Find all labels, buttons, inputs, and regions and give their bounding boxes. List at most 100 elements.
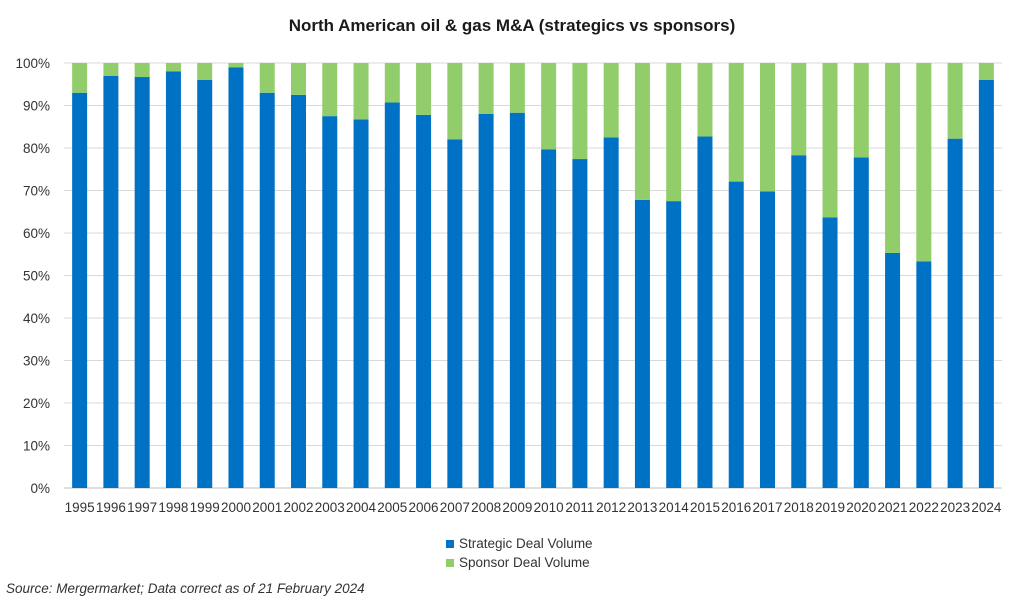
- bar-strategic: [791, 155, 807, 488]
- legend-swatch-sponsor: [446, 558, 454, 567]
- chart-title: North American oil & gas M&A (strategics…: [288, 16, 736, 35]
- x-tick-label: 2024: [971, 500, 1002, 515]
- bar-strategic: [634, 199, 650, 488]
- bar-sponsor: [197, 63, 213, 80]
- bar-strategic: [478, 114, 494, 488]
- y-tick-label: 30%: [23, 354, 50, 369]
- bar-sponsor: [760, 63, 775, 192]
- bar-strategic: [572, 159, 588, 489]
- bar-sponsor: [353, 63, 369, 120]
- bar-strategic: [322, 116, 338, 488]
- y-tick-label: 40%: [23, 311, 50, 326]
- x-tick-label: 2002: [283, 500, 313, 515]
- x-tick-label: 1998: [158, 500, 188, 515]
- bar-strategic: [259, 92, 275, 488]
- bar-strategic: [165, 71, 181, 488]
- x-tick-label: 2019: [815, 500, 845, 515]
- x-tick-label: 2003: [315, 500, 345, 515]
- y-tick-label: 60%: [23, 226, 50, 241]
- x-tick-label: 2014: [659, 500, 690, 515]
- bar-strategic: [416, 114, 432, 488]
- x-tick-label: 2009: [502, 500, 532, 515]
- bar-strategic: [916, 261, 932, 488]
- legend-swatch-strategic: [446, 539, 454, 548]
- legend-item-sponsor: Sponsor Deal Volume: [446, 553, 593, 572]
- bar-sponsor: [447, 63, 463, 140]
- x-tick-label: 1995: [65, 500, 95, 515]
- bar-sponsor: [947, 63, 963, 139]
- bar-strategic: [666, 201, 682, 488]
- bar-sponsor: [384, 63, 400, 103]
- bar-sponsor: [853, 63, 869, 158]
- bar-sponsor: [728, 63, 744, 182]
- y-tick-label: 80%: [23, 141, 50, 156]
- bar-sponsor: [697, 63, 713, 137]
- x-tick-label: 1999: [190, 500, 220, 515]
- x-tick-label: 2007: [440, 500, 470, 515]
- x-tick-label: 2008: [471, 500, 501, 515]
- bar-strategic: [697, 136, 713, 488]
- bar-sponsor: [72, 63, 88, 93]
- bar-sponsor: [103, 63, 119, 76]
- bar-strategic: [978, 80, 994, 488]
- bar-strategic: [447, 139, 463, 488]
- bar-strategic: [947, 138, 963, 488]
- bar-sponsor: [134, 63, 150, 78]
- x-tick-label: 2010: [534, 500, 564, 515]
- chart-legend: Strategic Deal Volume Sponsor Deal Volum…: [446, 534, 593, 572]
- stacked-bar-chart: 0%10%20%30%40%50%60%70%80%90%100%1995 199…: [15, 56, 1002, 515]
- bar-sponsor: [978, 63, 994, 80]
- x-tick-label: 2018: [784, 500, 814, 515]
- source-note: Source: Mergermarket; Data correct as of…: [6, 581, 365, 596]
- bar-strategic: [603, 137, 619, 488]
- bar-sponsor: [228, 63, 244, 68]
- x-tick-label: 2006: [409, 500, 439, 515]
- bar-sponsor: [165, 63, 181, 72]
- y-tick-label: 100%: [15, 56, 50, 71]
- bar-sponsor: [322, 63, 338, 117]
- bar-strategic: [384, 102, 400, 489]
- bar-strategic: [509, 112, 525, 488]
- x-tick-label: 2013: [627, 500, 657, 515]
- bar-sponsor: [916, 63, 932, 262]
- bar-strategic: [197, 80, 213, 488]
- bar-sponsor: [634, 63, 650, 200]
- x-tick-label: 2022: [909, 500, 939, 515]
- x-tick-label: 2000: [221, 500, 251, 515]
- bar-sponsor: [541, 63, 557, 150]
- y-tick-label: 0%: [30, 481, 50, 496]
- bar-strategic: [822, 217, 838, 488]
- y-tick-label: 90%: [23, 99, 50, 114]
- x-tick-label: 1996: [96, 500, 126, 515]
- legend-label-sponsor: Sponsor Deal Volume: [459, 555, 590, 570]
- bar-strategic: [291, 94, 306, 488]
- x-tick-label: 2011: [565, 500, 594, 515]
- bar-sponsor: [509, 63, 525, 113]
- bar-strategic: [853, 157, 869, 488]
- bar-sponsor: [416, 63, 432, 115]
- bar-strategic: [228, 67, 244, 488]
- bar-strategic: [541, 149, 557, 488]
- legend-label-strategic: Strategic Deal Volume: [459, 536, 593, 551]
- x-tick-label: 2021: [878, 500, 908, 515]
- bar-strategic: [760, 191, 775, 488]
- x-tick-label: 2001: [252, 500, 282, 515]
- x-tick-label: 1997: [127, 500, 157, 515]
- y-tick-label: 10%: [23, 439, 50, 454]
- bar-sponsor: [291, 63, 306, 95]
- bar-sponsor: [666, 63, 682, 202]
- bar-strategic: [353, 119, 369, 489]
- x-tick-label: 2023: [940, 500, 970, 515]
- bar-sponsor: [259, 63, 275, 93]
- x-tick-label: 2004: [346, 500, 377, 515]
- legend-item-strategic: Strategic Deal Volume: [446, 534, 593, 553]
- y-tick-label: 20%: [23, 396, 50, 411]
- bar-strategic: [134, 77, 150, 489]
- y-tick-label: 50%: [23, 269, 50, 284]
- bar-sponsor: [572, 63, 588, 160]
- y-tick-label: 70%: [23, 184, 50, 199]
- bar-sponsor: [478, 63, 494, 114]
- x-tick-label: 2016: [721, 500, 751, 515]
- x-tick-label: 2012: [596, 500, 626, 515]
- x-tick-label: 2020: [846, 500, 876, 515]
